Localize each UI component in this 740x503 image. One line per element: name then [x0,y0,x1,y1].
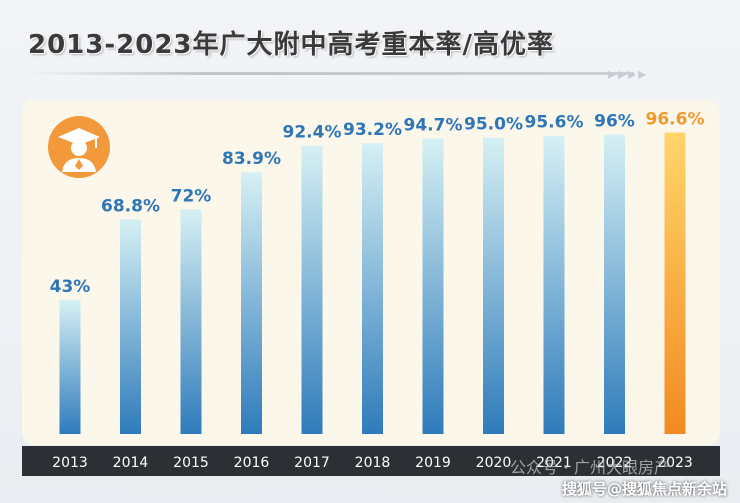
x-tick-2022: 2022 [597,455,633,471]
data-label-2021: 95.6% [525,113,584,133]
x-tick-2021: 2021 [536,455,572,471]
bar-2014 [120,219,141,434]
data-label-2022: 96% [594,112,635,132]
data-label-2019: 94.7% [404,116,463,136]
x-tick-2016: 2016 [234,455,270,471]
data-label-2015: 72% [171,186,212,206]
bar-2021 [543,135,565,434]
bar-2023 [664,132,686,434]
bar-2022 [604,134,625,434]
watermark-source: 搜狐号@搜狐焦点新余站 [562,480,728,498]
x-tick-2023: 2023 [657,455,693,471]
graduate-avatar-icon [48,116,110,178]
data-label-2013: 43% [50,277,91,297]
data-label-2017: 92.4% [283,123,342,143]
x-tick-2019: 2019 [415,455,451,471]
x-tick-2013: 2013 [52,455,88,471]
x-tick-2014: 2014 [113,455,149,471]
data-label-2018: 93.2% [343,120,402,140]
bar-2015 [180,209,202,434]
bar-2020 [483,137,504,434]
data-label-2016: 83.9% [222,149,281,169]
x-tick-2015: 2015 [173,455,209,471]
bar-2019 [422,138,444,434]
bar-2016 [241,172,262,434]
watermark-account: 公众号・广州大眼房产 [510,458,671,477]
x-tick-2018: 2018 [355,455,391,471]
chart-title: 2013-2023年广大附中高考重本率/高优率 [28,30,555,60]
data-label-2020: 95.0% [464,115,523,135]
bar-2013 [59,299,81,434]
data-label-2023: 96.6% [646,110,705,130]
x-tick-2017: 2017 [294,455,330,471]
data-label-2014: 68.8% [101,196,160,216]
decorative-dots: ▸▸▸▸ [608,64,649,83]
title-underline [24,72,634,75]
x-tick-2020: 2020 [476,455,512,471]
bar-2017 [301,145,323,434]
bar-2018 [362,143,383,434]
x-axis-band [22,446,720,476]
